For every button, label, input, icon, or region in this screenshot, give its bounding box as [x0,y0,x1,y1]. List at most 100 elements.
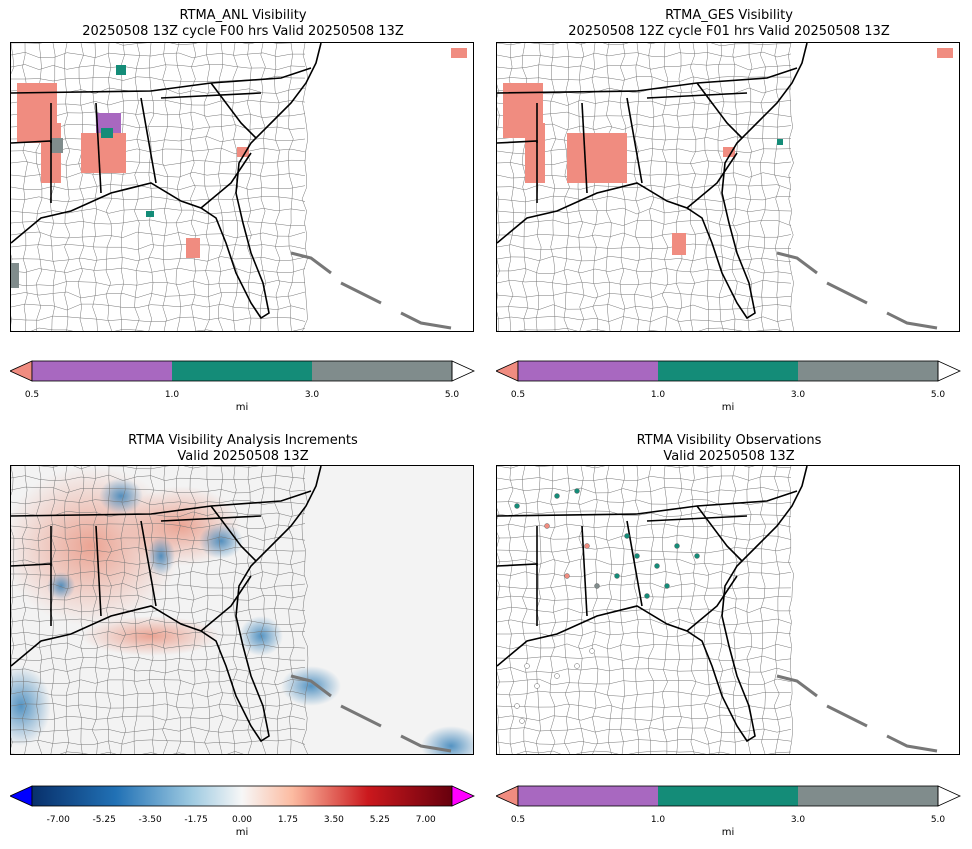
observation-station [524,663,530,669]
patch-under [186,238,200,258]
colorbar-under-extension [496,785,519,807]
tick-label: 0.5 [24,390,40,400]
state-boundary [646,515,748,522]
observations-map [496,465,960,755]
observation-station [664,583,670,589]
coastline [11,43,322,320]
state-boundary [160,515,262,522]
patch-b2 [116,65,126,75]
patch-b3 [11,263,19,288]
increment-blobs [11,466,473,754]
tick-label: 3.50 [323,815,344,825]
state-boundary [581,102,588,194]
panel-1-title: RTMA_ANL Visibility 20250508 13Z cycle F… [82,8,404,39]
bahamas-islands [886,734,938,753]
observation-station [514,703,520,709]
tick-label: 1.0 [650,390,666,400]
observation-station [614,573,620,579]
observation-station [674,543,680,549]
colorbar-under-extension [10,360,33,382]
blob-negative [147,536,175,576]
observation-points [514,488,700,724]
colorbar-unit-label: mi [235,827,249,838]
bahamas-islands [776,674,818,698]
patch-under [723,147,735,157]
ges-map-svg [497,43,953,331]
coastline-states [497,466,938,753]
increment-colorbar [10,785,475,807]
patch-under [81,133,126,173]
observation-station [589,648,595,654]
panel-2-title: RTMA_GES Visibility 20250508 12Z cycle F… [568,8,890,39]
coastline [497,43,808,320]
colorbar-segment-1.0-3.0 [172,361,312,381]
state-boundary [200,152,252,209]
panel-3-title: RTMA Visibility Analysis Increments Vali… [128,433,358,464]
tick-label: 0.5 [510,815,526,825]
observation-station [519,718,525,724]
colorbar-segment-0.5-1.0 [518,361,658,381]
tick-label: 5.0 [444,390,460,400]
state-boundary [140,520,157,607]
ges-visibility-map [496,42,960,332]
patch-b2 [101,128,113,138]
colorbar-over-extension [451,360,475,382]
state-boundary [626,97,643,184]
tick-label: 1.75 [277,815,298,825]
tick-label: 0.5 [510,390,526,400]
coastline-states [11,43,452,330]
observation-station [634,553,640,559]
colorbar-over-extension [451,785,475,807]
blob-negative [99,478,143,514]
coastline [497,466,808,743]
state-boundary [497,490,798,517]
colorbar-segment-3.0-5.0 [798,786,938,806]
bahamas-islands [826,281,868,305]
tick-label: -1.75 [184,815,208,825]
state-boundary [160,92,262,99]
observation-station [534,683,540,689]
observation-station [584,543,590,549]
tick-label: 1.0 [650,815,666,825]
observation-station [694,553,700,559]
patch-b3 [51,138,63,153]
observation-station [594,583,600,589]
tick-label: 3.0 [304,390,320,400]
tick-label: -5.25 [92,815,116,825]
colorbar-unit-label: mi [721,402,735,413]
bahamas-islands [886,311,938,330]
colorbar-under-extension [10,785,33,807]
colorbar-segment-3.0-5.0 [312,361,452,381]
colorbar-gradient [31,785,453,807]
tick-label: 0.00 [231,815,253,825]
state-boundary [200,575,252,632]
bahamas-islands [290,251,332,275]
colorbar-over-extension [937,785,961,807]
ges-visibility-patches [503,48,953,255]
bahamas-islands [826,704,868,728]
state-boundary [696,82,743,139]
colorbar-segment-3.0-5.0 [798,361,938,381]
tick-label: -3.50 [138,815,162,825]
increment-map [10,465,474,755]
colorbar-under-extension [496,360,519,382]
colorbar-segment-0.5-1.0 [32,361,172,381]
colorbar-over-extension [937,360,961,382]
county-grid [497,466,794,754]
state-boundary [581,525,588,617]
bahamas-islands [400,311,452,330]
coastline [11,466,322,743]
patch-under [937,48,953,58]
state-boundary [686,575,738,632]
bahamas-islands [400,734,452,753]
state-boundary [210,82,257,139]
tick-label: 3.0 [790,815,806,825]
observation-station [514,503,520,509]
bahamas-islands [340,704,382,728]
colorbar-segment-0.5-1.0 [518,786,658,806]
blob-negative [47,572,75,600]
observation-station [574,488,580,494]
observation-station [644,593,650,599]
patch-b3 [451,48,467,58]
state-boundary [646,92,748,99]
